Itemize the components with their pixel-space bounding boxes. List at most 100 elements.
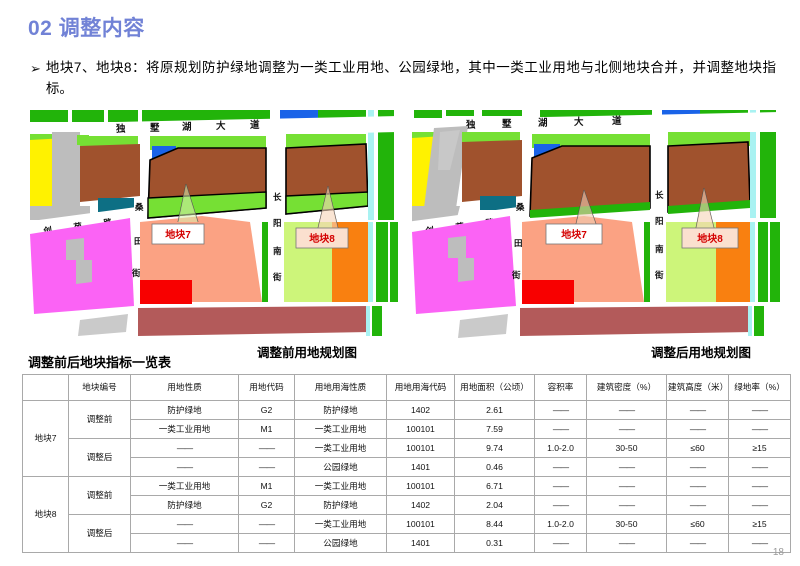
page-number: 18 <box>772 547 784 558</box>
cell-phase: 调整前 <box>68 400 131 439</box>
cell-sea-nature: 公园绿地 <box>294 533 387 553</box>
svg-text:大: 大 <box>216 120 226 132</box>
svg-text:街: 街 <box>654 270 664 280</box>
map-before-magenta-block <box>30 218 134 338</box>
cell-height: —— <box>666 476 729 496</box>
table-header-land-code: 用地代码 <box>238 374 295 401</box>
cell-green-ratio: —— <box>728 533 791 553</box>
cell-land-code: —— <box>238 457 295 477</box>
cell-sea-nature: 一类工业用地 <box>294 419 387 439</box>
svg-text:阳: 阳 <box>655 216 664 226</box>
table-header-area: 用地面积（公顷） <box>454 374 535 401</box>
table-row: 调整后 —— —— 一类工业用地 100101 8.44 1.0-2.0 30-50 ≤60 ≥1… <box>23 514 791 553</box>
svg-text:墅: 墅 <box>150 123 160 134</box>
cell-far: —— <box>534 476 587 496</box>
cell-area: 7.59 <box>454 419 535 439</box>
cell-area: 0.46 <box>454 457 535 477</box>
table-row: 防护绿地 G2 防护绿地 1402 2.04 —— —— —— —— <box>23 495 791 515</box>
map-before-callout-plot8[interactable]: 地块8 <box>295 227 349 249</box>
map-before-plot7-block <box>147 136 267 219</box>
table-row: —— —— 公园绿地 1401 0.31 —— —— —— —— <box>23 533 791 553</box>
cell-area: 2.04 <box>454 495 535 515</box>
svg-text:南: 南 <box>655 244 664 254</box>
cell-green-ratio: —— <box>728 419 791 439</box>
map-before-left-block <box>30 132 140 220</box>
table-header-land-nature: 用地性质 <box>130 374 239 401</box>
table-header-row: 地块编号 用地性质 用地代码 用地用海性质 用地用海代码 用地面积（公顷） 容积… <box>22 374 791 401</box>
callout-label-plot7: 地块7 <box>165 228 191 241</box>
map-after-magenta-block <box>412 216 516 338</box>
map-after-callout-plot8[interactable]: 地块8 <box>681 227 739 249</box>
map-after-plot8-block <box>667 132 776 218</box>
svg-text:街: 街 <box>272 272 282 282</box>
svg-text:独: 独 <box>465 119 476 131</box>
cell-height: —— <box>666 419 729 439</box>
cell-sea-nature: 一类工业用地 <box>294 514 387 534</box>
table-header-sea-code: 用地用海代码 <box>386 374 455 401</box>
cell-density: —— <box>586 400 667 420</box>
map-before-caption: 调整前用地规划图 <box>257 346 358 360</box>
cell-density: —— <box>586 419 667 439</box>
cell-area: 8.44 <box>454 514 535 534</box>
cell-far: —— <box>534 495 587 515</box>
page-title: 02 调整内容 <box>28 17 145 40</box>
callout-label-plot8: 地块8 <box>697 232 723 245</box>
cell-green-ratio: ≥15 <box>728 514 791 534</box>
callout-label-plot7: 地块7 <box>561 228 587 241</box>
cell-green-ratio: —— <box>728 400 791 420</box>
cell-land-nature: 防护绿地 <box>130 400 239 420</box>
cell-land-nature: 一类工业用地 <box>130 419 239 439</box>
cell-land-nature: —— <box>130 438 239 458</box>
svg-text:桑: 桑 <box>515 202 525 212</box>
cell-green-ratio: ≥15 <box>728 438 791 458</box>
table-row: —— —— 公园绿地 1401 0.46 —— —— —— —— <box>23 457 791 477</box>
cell-far: 1.0-2.0 <box>534 438 587 458</box>
cell-plot-group: 地块8 <box>22 476 69 553</box>
cell-land-code: M1 <box>238 476 295 496</box>
cell-sea-code: 100101 <box>386 419 455 439</box>
cell-far: —— <box>534 419 587 439</box>
cell-height: —— <box>666 533 729 553</box>
cell-land-code: —— <box>238 438 295 458</box>
cell-land-code: —— <box>238 533 295 553</box>
map-before-callout-plot7[interactable]: 地块7 <box>151 223 205 245</box>
svg-text:街: 街 <box>131 268 141 278</box>
cell-sea-code: 100101 <box>386 476 455 496</box>
indicator-table: 地块编号 用地性质 用地代码 用地用海性质 用地用海代码 用地面积（公顷） 容积… <box>22 374 791 553</box>
cell-plot-group: 地块7 <box>22 400 69 477</box>
road-label-changyang-south-street: 长 阳 南 街 <box>272 192 282 282</box>
callout-label-plot8: 地块8 <box>309 232 335 245</box>
table-row: 调整后 —— —— 一类工业用地 100101 9.74 1.0-2.0 30-50 ≤60 ≥1… <box>23 438 791 477</box>
cell-land-nature: 防护绿地 <box>130 495 239 515</box>
table-header-sea-nature: 用地用海性质 <box>294 374 387 401</box>
cell-height: —— <box>666 495 729 515</box>
table-header-far: 容积率 <box>534 374 587 401</box>
cell-sea-nature: 公园绿地 <box>294 457 387 477</box>
svg-text:道: 道 <box>250 119 260 131</box>
road-label-sangtian-street: 桑 田 街 <box>131 202 144 278</box>
cell-area: 6.71 <box>454 476 535 496</box>
svg-text:桑: 桑 <box>134 202 144 212</box>
svg-text:街: 街 <box>511 270 521 280</box>
map-before-adjustment[interactable]: 独 墅 湖 大 道 创 苑 路 <box>22 110 398 338</box>
cell-sea-code: 100101 <box>386 438 455 458</box>
cell-sea-nature: 防护绿地 <box>294 400 387 420</box>
svg-text:田: 田 <box>514 238 523 248</box>
cell-sea-code: 1401 <box>386 533 455 553</box>
cell-density: 30-50 <box>586 438 667 458</box>
cell-far: —— <box>534 400 587 420</box>
svg-text:湖: 湖 <box>538 117 548 129</box>
table-title: 调整前后地块指标一览表 <box>28 355 172 370</box>
road-label-sangtian-street: 桑 田 街 <box>511 202 525 280</box>
map-after-bottom-band <box>520 306 764 336</box>
bullet-paragraph: ➢ 地块7、地块8：将原规划防护绿地调整为一类工业用地、公园绿地，其中一类工业用… <box>30 58 776 100</box>
cell-land-code: G2 <box>238 495 295 515</box>
map-after-adjustment[interactable]: 独 墅 湖 大 道 创 苑 路 <box>404 110 780 338</box>
table-header-corner <box>22 374 69 401</box>
cell-sea-code: 100101 <box>386 514 455 534</box>
svg-text:阳: 阳 <box>273 218 282 228</box>
road-label-changyang-south-street: 长 阳 南 街 <box>654 190 664 280</box>
map-after-callout-plot7[interactable]: 地块7 <box>545 223 603 245</box>
table-header-density: 建筑密度（%） <box>586 374 667 401</box>
